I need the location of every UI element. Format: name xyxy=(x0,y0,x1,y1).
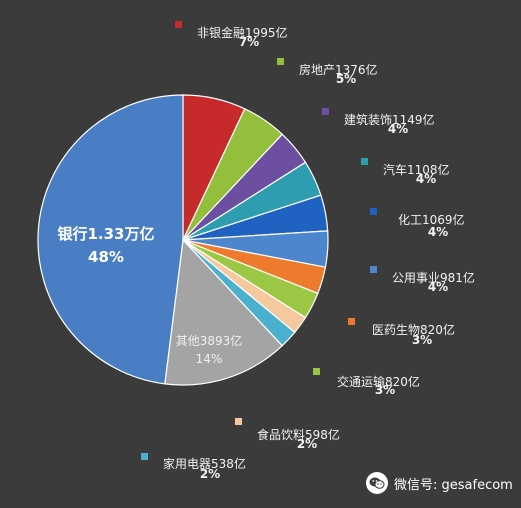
legend-percent-2: 5% xyxy=(336,72,356,86)
watermark-text: 微信号: gesafecom xyxy=(394,477,513,493)
pie-slices xyxy=(37,94,329,386)
inner-labels: 银行1.33万亿 48% 其他3893亿 14% xyxy=(57,225,242,366)
legend: 非银金融1995亿7%房地产1376亿5%建筑装饰1149亿4%汽车1108亿4… xyxy=(141,21,475,481)
legend-label-8: 交通运输820亿 xyxy=(337,374,420,389)
legend-marker-1 xyxy=(175,21,182,28)
wechat-icon xyxy=(366,472,388,494)
legend-label-2: 房地产1376亿 xyxy=(299,62,378,77)
legend-percent-8: 3% xyxy=(375,383,395,397)
legend-marker-10 xyxy=(141,453,148,460)
legend-marker-9 xyxy=(235,418,242,425)
legend-percent-3: 4% xyxy=(388,122,408,136)
legend-percent-6: 4% xyxy=(428,280,448,294)
slice-percent-11: 14% xyxy=(196,352,223,366)
legend-marker-5 xyxy=(370,208,377,215)
legend-label-3: 建筑装饰1149亿 xyxy=(344,112,435,127)
legend-label-5: 化工1069亿 xyxy=(398,212,465,227)
legend-marker-4 xyxy=(361,158,368,165)
legend-percent-5: 4% xyxy=(428,225,448,239)
legend-percent-9: 2% xyxy=(297,437,317,451)
legend-percent-7: 3% xyxy=(412,333,432,347)
legend-label-6: 公用事业981亿 xyxy=(392,270,475,285)
slice-label-11: 其他3893亿 xyxy=(176,333,243,348)
legend-marker-7 xyxy=(348,318,355,325)
legend-label-4: 汽车1108亿 xyxy=(383,162,450,177)
legend-percent-10: 2% xyxy=(200,467,220,481)
slice-label-0: 银行1.33万亿 xyxy=(57,225,154,243)
legend-marker-3 xyxy=(322,108,329,115)
legend-label-9: 食品饮料598亿 xyxy=(257,427,340,442)
pie-slice-11 xyxy=(164,238,284,386)
watermark: 微信号: gesafecom xyxy=(366,472,513,494)
pie-slice-0 xyxy=(37,94,184,385)
legend-marker-6 xyxy=(370,266,377,273)
legend-marker-2 xyxy=(277,58,284,65)
legend-label-7: 医药生物820亿 xyxy=(372,322,455,337)
legend-label-10: 家用电器538亿 xyxy=(163,456,246,471)
legend-percent-1: 7% xyxy=(239,35,259,49)
legend-label-1: 非银金融1995亿 xyxy=(197,25,288,40)
slice-percent-0: 48% xyxy=(88,248,124,266)
legend-marker-8 xyxy=(313,368,320,375)
legend-percent-4: 4% xyxy=(416,172,436,186)
